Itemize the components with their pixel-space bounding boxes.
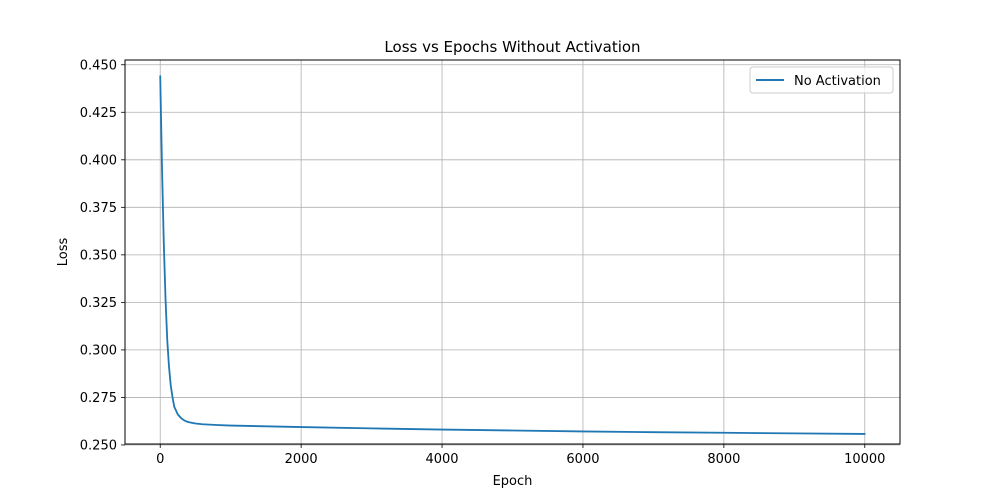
chart-title: Loss vs Epochs Without Activation: [384, 38, 640, 56]
y-tick-label: 0.300: [80, 343, 117, 358]
y-tick-label: 0.450: [80, 58, 117, 73]
y-tick-label: 0.250: [80, 438, 117, 453]
x-tick-label: 4000: [425, 452, 458, 467]
x-tick-label: 2000: [285, 452, 318, 467]
x-axis-label: Epoch: [493, 474, 533, 489]
series-line-no-activation: [159, 75, 866, 435]
y-tick-label: 0.400: [80, 153, 117, 168]
y-tick-label: 0.375: [80, 201, 117, 216]
x-tick-label: 10000: [844, 452, 885, 467]
legend: No Activation: [749, 66, 894, 94]
y-tick-label: 0.325: [80, 296, 117, 311]
y-tick-label: 0.275: [80, 391, 117, 406]
legend-entry-label: No Activation: [794, 74, 881, 89]
ticks: 0 2000 4000 6000 8000 10000 0.250 0.275 0.300 0.3…: [80, 58, 886, 467]
x-tick-label: 6000: [566, 452, 599, 467]
legend-box: [749, 66, 894, 94]
y-tick-label: 0.425: [80, 106, 117, 121]
x-tick-label: 0: [156, 452, 164, 467]
grid: [125, 60, 900, 446]
x-tick-label: 8000: [707, 452, 740, 467]
y-axis-label: Loss: [56, 238, 71, 267]
y-tick-label: 0.350: [80, 248, 117, 263]
axes-frame: [124, 59, 901, 445]
plot-area: [159, 75, 866, 435]
